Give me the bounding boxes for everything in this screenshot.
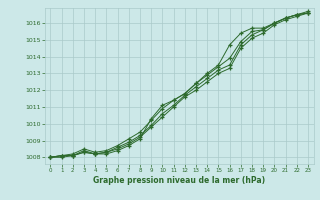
X-axis label: Graphe pression niveau de la mer (hPa): Graphe pression niveau de la mer (hPa)	[93, 176, 265, 185]
